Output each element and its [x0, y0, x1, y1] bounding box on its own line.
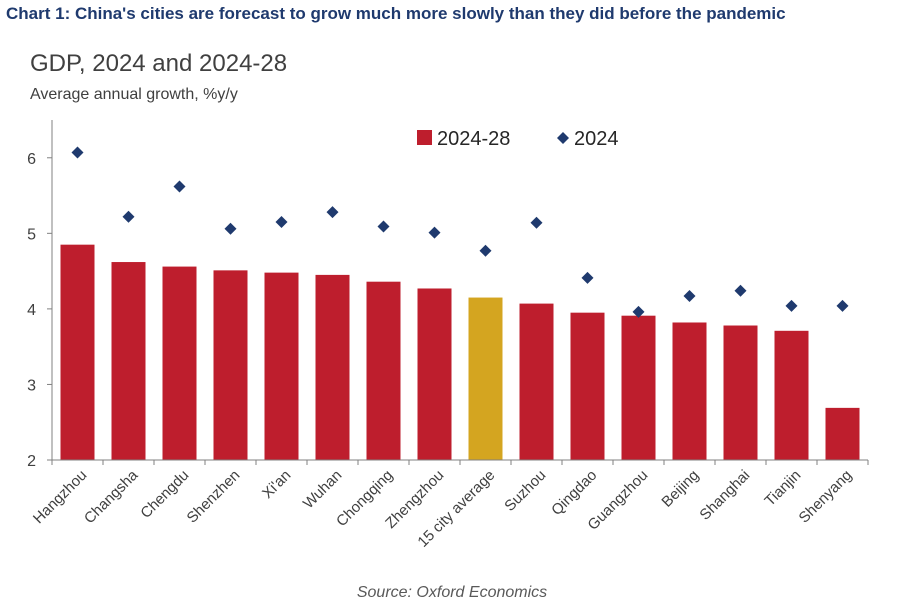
- y-tick-label: 2: [27, 453, 36, 470]
- bar: [366, 281, 401, 460]
- bar: [264, 272, 299, 460]
- legend: 2024-28 2024: [417, 128, 619, 150]
- diamond-marker: [275, 216, 288, 228]
- bar: [315, 274, 350, 460]
- bar: [162, 266, 197, 460]
- y-axis-label: Average annual growth, %y/y: [30, 86, 238, 103]
- diamond-marker: [173, 180, 186, 193]
- x-tick-label: Changsha: [81, 466, 142, 527]
- x-tick-label: Suzhou: [501, 467, 549, 515]
- y-tick-label: 6: [27, 151, 36, 168]
- diamond-marker: [632, 305, 645, 318]
- bar: [417, 288, 452, 460]
- x-tick-label: Xi'an: [259, 467, 294, 502]
- x-tick-label: Shenyang: [796, 467, 856, 527]
- diamond-marker: [377, 220, 390, 233]
- diamond-marker: [224, 222, 237, 235]
- diamond-marker: [71, 146, 84, 159]
- x-tick-label: Beijing: [658, 467, 702, 511]
- source-note: Source: Oxford Economics: [356, 584, 548, 601]
- bar: [111, 262, 146, 460]
- bar: [621, 315, 656, 460]
- y-tick-label: 4: [27, 302, 36, 319]
- legend-swatch-diamond: [557, 132, 569, 144]
- bar: [468, 297, 503, 460]
- bar: [60, 244, 95, 460]
- legend-swatch-bar: [417, 130, 432, 145]
- x-tick-label: Qingdao: [548, 467, 600, 519]
- diamond-marker: [734, 284, 747, 297]
- diamond-marker: [479, 244, 492, 257]
- bar: [774, 330, 809, 460]
- marker-series: [71, 146, 849, 318]
- x-tick-label: Shanghai: [696, 467, 753, 524]
- bar: [723, 325, 758, 460]
- diamond-marker: [683, 290, 696, 303]
- diamond-marker: [785, 299, 798, 312]
- x-tick-label: Wuhan: [300, 467, 345, 512]
- chart-title: GDP, 2024 and 2024-28: [30, 50, 288, 77]
- diamond-marker: [428, 226, 441, 239]
- bar-series: [60, 244, 860, 460]
- chart-heading: Chart 1: China's cities are forecast to …: [6, 4, 786, 23]
- x-tick-label: Hangzhou: [30, 467, 90, 527]
- bar: [825, 407, 860, 460]
- bar: [213, 270, 248, 460]
- diamond-marker: [836, 299, 849, 312]
- legend-label-diamond: 2024: [574, 128, 619, 150]
- legend-label-bar: 2024-28: [437, 128, 510, 150]
- bar: [672, 322, 707, 460]
- diamond-marker: [122, 210, 135, 223]
- y-tick-label: 3: [27, 377, 36, 394]
- diamond-marker: [530, 216, 543, 229]
- x-tick-label: Tianjin: [761, 467, 804, 510]
- x-tick-label: Shenzhen: [184, 467, 244, 527]
- bar: [519, 303, 554, 460]
- y-tick-label: 5: [27, 226, 36, 243]
- diamond-marker: [581, 271, 594, 284]
- bar: [570, 312, 605, 460]
- diamond-marker: [326, 206, 339, 219]
